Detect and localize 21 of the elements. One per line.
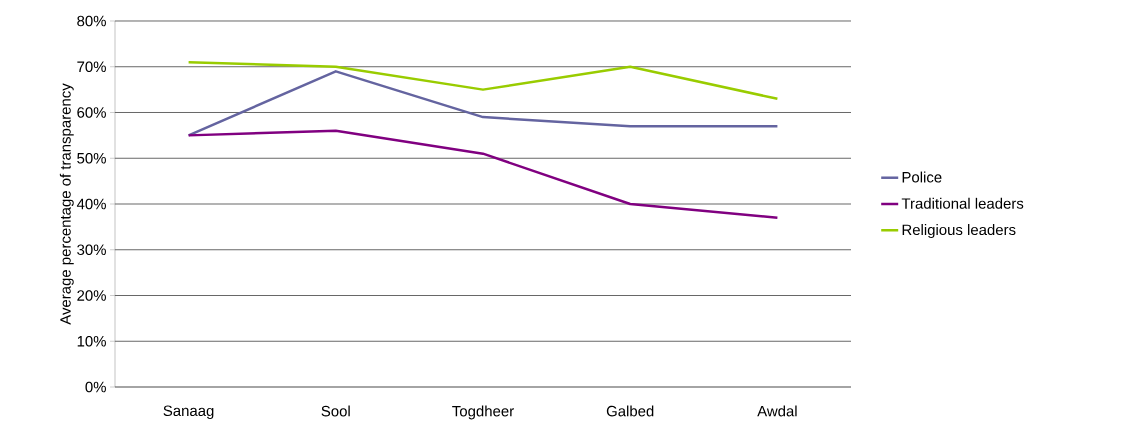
y-tick-label: 60% (77, 107, 106, 118)
y-tick-label: 40% (76, 198, 106, 210)
x-tick-label: Sanaag (163, 405, 214, 419)
line-series (187, 70, 779, 137)
y-tick-label: 0% (85, 381, 106, 393)
legend-label: Religious leaders (902, 224, 1016, 239)
y-axis-title: Average percentage of transparency (59, 83, 74, 325)
line-series (187, 129, 779, 219)
x-tick-label: Togdheer (452, 405, 514, 420)
legend-label: Police (902, 171, 942, 183)
legend-label: Traditional leaders (901, 197, 1024, 209)
y-tick-label: 70% (77, 61, 106, 73)
y-tick-label: 20% (77, 290, 106, 301)
y-tick-label: 80% (77, 15, 106, 27)
y-tick-label: 50% (77, 152, 106, 164)
x-tick-label: Galbed (606, 405, 654, 417)
y-tick-label: 10% (77, 335, 106, 347)
x-tick-label: Awdal (757, 405, 797, 417)
y-tick-label: 30% (77, 244, 106, 256)
line-series (187, 60, 779, 101)
x-tick-label: Sool (321, 405, 350, 417)
